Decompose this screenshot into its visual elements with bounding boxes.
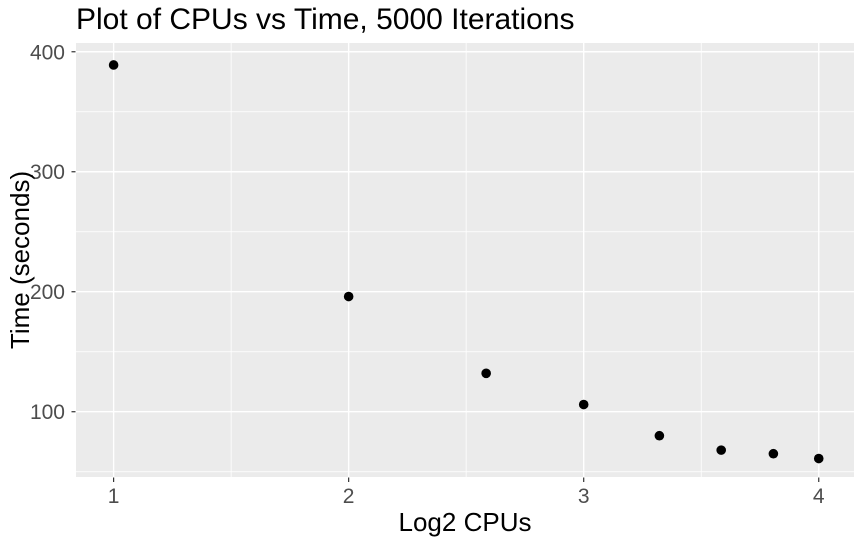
minor-gridlines xyxy=(76,43,854,477)
data-point xyxy=(716,445,726,455)
plot-title: Plot of CPUs vs Time, 5000 Iterations xyxy=(76,3,575,36)
data-point xyxy=(768,448,779,459)
y-tick-label: 400 xyxy=(30,41,65,64)
y-axis-title: Time (seconds) xyxy=(5,171,35,349)
data-points xyxy=(108,60,824,464)
data-point xyxy=(578,399,589,410)
y-tick-label: 300 xyxy=(30,161,65,184)
data-point xyxy=(343,291,354,302)
x-tick-label: 3 xyxy=(578,485,590,508)
x-tick-label: 1 xyxy=(108,485,120,508)
data-point xyxy=(654,430,665,441)
y-tick-label: 200 xyxy=(30,281,65,304)
axis-tick-marks xyxy=(71,51,820,482)
plot-panel-group xyxy=(76,43,854,477)
data-point xyxy=(108,60,119,70)
axis-tick-labels: 1 2 3 4 100 200 300 400 xyxy=(30,41,825,508)
x-axis-title: Log2 CPUs xyxy=(399,507,532,537)
plot-panel xyxy=(76,43,854,477)
y-tick-label: 100 xyxy=(30,401,65,424)
data-point xyxy=(813,453,824,464)
data-point xyxy=(481,368,491,379)
x-tick-label: 4 xyxy=(813,485,825,508)
x-tick-label: 2 xyxy=(343,485,355,508)
